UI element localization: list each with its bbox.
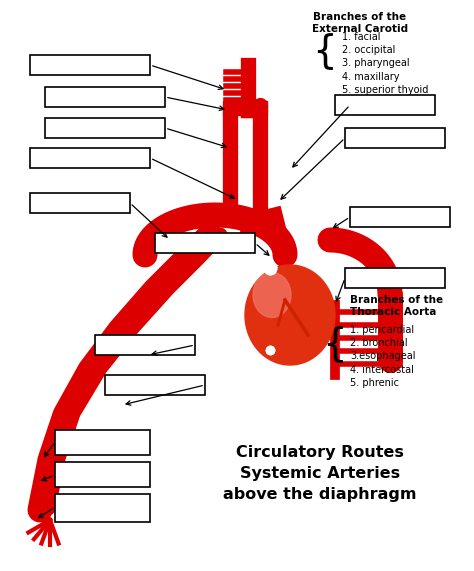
Ellipse shape — [253, 272, 291, 317]
Bar — [105, 375, 205, 395]
Bar — [55, 494, 150, 522]
Bar — [30, 193, 130, 213]
Bar — [45, 87, 165, 107]
Ellipse shape — [245, 265, 335, 365]
Bar — [335, 95, 435, 115]
Bar — [350, 207, 450, 227]
Bar — [30, 55, 150, 75]
Bar — [30, 148, 150, 168]
Bar — [45, 118, 165, 138]
Bar — [55, 462, 150, 487]
Text: Branches of the
Thoracic Aorta: Branches of the Thoracic Aorta — [350, 295, 443, 317]
Text: {: { — [312, 32, 337, 70]
Text: 1. pericardial
2. bronchial
3.esophageal
4. intercostal
5. phrenic: 1. pericardial 2. bronchial 3.esophageal… — [350, 325, 416, 388]
Bar — [155, 233, 255, 253]
Text: Circulatory Routes
Systemic Arteries
above the diaphragm: Circulatory Routes Systemic Arteries abo… — [223, 445, 417, 502]
Text: {: { — [322, 325, 347, 363]
Bar — [95, 335, 195, 355]
Bar — [345, 268, 445, 288]
Bar — [55, 430, 150, 455]
Text: 1. facial
2. occipital
3. pharyngeal
4. maxillary
5. superior thyoid: 1. facial 2. occipital 3. pharyngeal 4. … — [342, 32, 428, 95]
Text: Branches of the
External Carotid: Branches of the External Carotid — [312, 12, 408, 34]
Bar — [345, 128, 445, 148]
